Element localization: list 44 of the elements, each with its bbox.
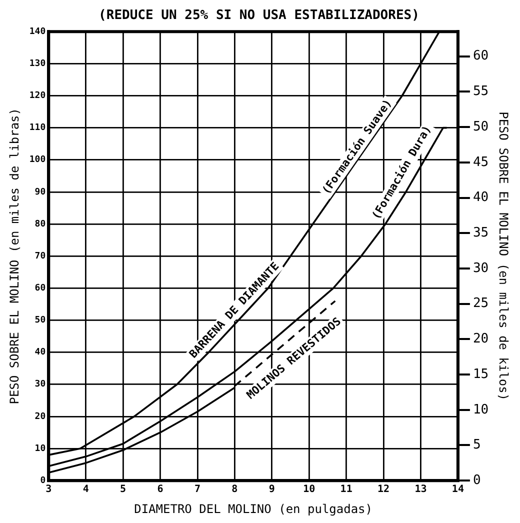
- y2-tick-label: 60: [472, 48, 489, 64]
- y-axis-title: PESO SOBRE EL MOLINO (en miles de libras): [7, 108, 22, 404]
- x-tick-label: 4: [82, 484, 89, 496]
- chart-title: (REDUCE UN 25% SI NO USA ESTABILIZADORES): [98, 8, 420, 24]
- x-tick-label: 10: [303, 484, 316, 496]
- x-axis-title: DIAMETRO DEL MOLINO (en pulgadas): [134, 502, 373, 516]
- y-tick-label: 100: [29, 155, 46, 166]
- y-tick-label: 50: [34, 316, 46, 326]
- y2-tick-label: 55: [472, 84, 489, 100]
- y-tick-label: 0: [40, 476, 46, 486]
- x-tick-label: 7: [194, 484, 201, 496]
- x-tick-label: 6: [157, 484, 164, 496]
- y2-tick-label: 10: [472, 402, 489, 418]
- y-tick-label: 90: [34, 187, 46, 198]
- y-tick-label: 10: [34, 444, 46, 454]
- y-tick-label: 30: [34, 380, 46, 390]
- y2-tick-label: 40: [472, 190, 489, 206]
- x-tick-label: 5: [120, 484, 126, 496]
- x-tick-label: 11: [340, 484, 352, 496]
- y-tick-label: 80: [34, 219, 46, 230]
- x-tick-label: 12: [378, 484, 390, 496]
- y2-tick-label: 35: [472, 225, 489, 240]
- y-tick-label: 20: [34, 412, 46, 422]
- x-tick-label: 14: [452, 484, 464, 496]
- y-tick-label: 60: [34, 284, 46, 294]
- y2-axis-title: PESO SOBRE EL MOLINO (en miles de kilos): [496, 112, 511, 401]
- y2-tick-label: 45: [472, 154, 489, 170]
- x-tick-label: 13: [414, 484, 427, 496]
- y2-tick-label: 0: [472, 472, 481, 488]
- y2-tick-label: 50: [472, 119, 489, 134]
- x-tick-label: 8: [232, 484, 238, 496]
- y2-tick-label: 20: [472, 332, 489, 347]
- y-tick-label: 130: [29, 59, 46, 70]
- y2-tick-label: 5: [472, 438, 481, 453]
- y-tick-label: 140: [29, 26, 46, 37]
- y2-tick-label: 30: [472, 260, 489, 276]
- x-tick-label: 3: [46, 484, 52, 496]
- y2-tick-label: 25: [472, 296, 489, 312]
- y-tick-label: 110: [29, 123, 46, 134]
- y2-tick-label: 15: [472, 366, 489, 382]
- y-tick-label: 70: [34, 251, 46, 262]
- y-tick-label: 120: [29, 91, 46, 102]
- y-tick-label: 40: [34, 348, 46, 358]
- x-tick-label: 9: [268, 484, 275, 496]
